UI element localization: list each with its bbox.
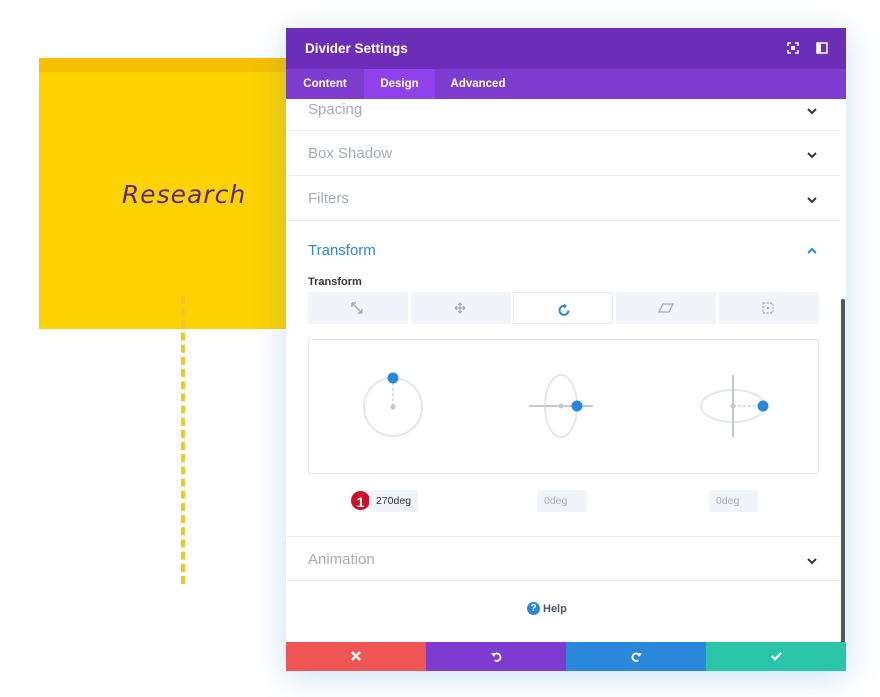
modal-body: Spacing Box Shadow Filters Transform Tra…	[286, 99, 846, 642]
rotate-icon	[558, 303, 570, 316]
close-icon	[351, 651, 361, 661]
section-box-shadow-label: Box Shadow	[308, 145, 393, 162]
translate-button[interactable]	[411, 292, 511, 324]
note-top-strip	[39, 58, 289, 72]
scrollbar[interactable]	[841, 299, 845, 642]
help-link[interactable]: ? Help	[527, 602, 567, 615]
section-filters[interactable]: Filters	[286, 176, 840, 221]
section-animation-label: Animation	[308, 551, 375, 568]
undo-button[interactable]	[426, 642, 566, 671]
undo-icon	[490, 652, 501, 662]
dashed-divider-line	[181, 296, 185, 584]
skew-button[interactable]	[616, 292, 716, 324]
rotate-button[interactable]	[513, 292, 613, 324]
tab-bar: Content Design Advanced	[286, 69, 846, 99]
modal-footer	[286, 642, 846, 671]
section-box-shadow[interactable]: Box Shadow	[286, 131, 840, 176]
rotate-y-control[interactable]	[697, 373, 777, 439]
origin-button[interactable]	[719, 292, 819, 324]
section-transform-title[interactable]: Transform	[308, 242, 376, 259]
redo-icon	[631, 652, 642, 662]
tab-design[interactable]: Design	[364, 69, 435, 99]
help-label: Help	[543, 603, 567, 615]
section-spacing[interactable]: Spacing	[286, 99, 840, 131]
section-animation[interactable]: Animation	[286, 536, 840, 581]
fullscreen-icon[interactable]	[786, 41, 800, 55]
translate-icon	[454, 302, 466, 314]
chevron-down-icon	[807, 558, 817, 565]
section-spacing-label: Spacing	[308, 101, 363, 118]
research-note: Research	[39, 72, 289, 329]
divider-settings-modal: Divider Settings Content Design Advanced…	[286, 28, 846, 671]
rotate-controls-canvas	[308, 339, 819, 474]
sidebar-toggle-icon[interactable]	[815, 41, 829, 55]
discard-button[interactable]	[286, 642, 426, 671]
chevron-down-icon	[807, 197, 817, 204]
save-button[interactable]	[706, 642, 846, 671]
chevron-down-icon	[807, 152, 817, 159]
transform-type-buttons	[308, 292, 819, 324]
rotate-z-control[interactable]	[359, 368, 429, 440]
rotate-x-input[interactable]: 0deg	[537, 490, 587, 512]
scale-button[interactable]	[308, 292, 408, 324]
rotate-y-input[interactable]: 0deg	[709, 490, 758, 512]
skew-icon	[658, 303, 674, 313]
rotate-z-input[interactable]: 270deg	[369, 490, 418, 512]
check-icon	[770, 651, 782, 661]
scale-icon	[351, 302, 363, 314]
note-text: Research	[121, 180, 247, 209]
origin-icon	[762, 302, 774, 314]
redo-button[interactable]	[566, 642, 706, 671]
chevron-down-icon	[807, 108, 817, 115]
tab-content[interactable]: Content	[303, 78, 347, 90]
chevron-up-icon[interactable]	[805, 244, 819, 258]
help-icon: ?	[527, 602, 540, 615]
modal-header: Divider Settings	[286, 28, 846, 69]
tab-advanced[interactable]: Advanced	[450, 78, 506, 90]
rotate-x-control[interactable]	[527, 373, 597, 439]
transform-sub-label: Transform	[308, 276, 362, 288]
section-filters-label: Filters	[308, 190, 349, 207]
modal-title: Divider Settings	[305, 41, 408, 56]
